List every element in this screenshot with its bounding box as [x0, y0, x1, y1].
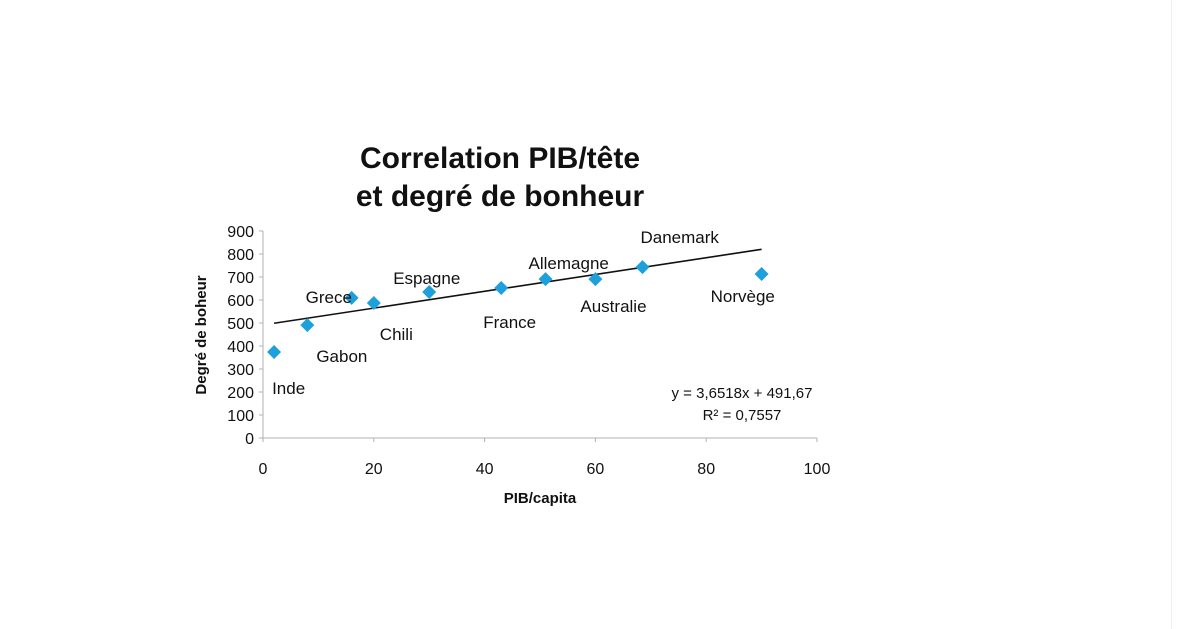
- trendline-line: [273, 248, 762, 325]
- x-tick-label: 40: [476, 461, 494, 478]
- chart-title: Correlation PIB/tête et degré de bonheur: [300, 140, 700, 216]
- data-point-marker: [588, 272, 603, 287]
- y-axis-title: Degré de boheur: [193, 275, 210, 394]
- y-tick-label: 600: [227, 293, 254, 310]
- point-label: Australie: [580, 297, 646, 316]
- y-tick-label: 800: [227, 247, 254, 264]
- x-tick-label: 20: [365, 461, 383, 478]
- point-label: Gabon: [316, 347, 367, 366]
- point-label: Espagne: [393, 269, 460, 288]
- data-point-marker: [754, 267, 769, 282]
- x-tick-label: 100: [804, 461, 831, 478]
- data-point-marker: [538, 272, 553, 287]
- x-tick-label: 60: [587, 461, 605, 478]
- x-tick-label: 80: [697, 461, 715, 478]
- r-squared: R² = 0,7557: [703, 407, 782, 424]
- point-label: France: [483, 313, 536, 332]
- y-tick-label: 500: [227, 316, 254, 333]
- point-label: Norvège: [711, 287, 775, 306]
- x-axis-title: PIB/capita: [504, 490, 577, 507]
- data-point-marker: [422, 284, 437, 299]
- chart-title-line-1: Correlation PIB/tête: [359, 142, 641, 175]
- point-label: Grece: [306, 288, 352, 307]
- y-tick-label: 100: [227, 408, 254, 425]
- data-point-marker: [267, 344, 282, 359]
- page-edge: [1171, 0, 1172, 629]
- data-point-marker: [494, 281, 509, 296]
- x-tick-label: 0: [259, 461, 268, 478]
- y-tick-label: 400: [227, 339, 254, 356]
- chart-title-line-2: et degré de bonheur: [355, 180, 645, 213]
- y-tick-label: 200: [227, 385, 254, 402]
- y-tick-label: 0: [245, 431, 254, 448]
- point-labels: Inde Gabon Grece Chili Espagne France Allemagn…: [272, 228, 775, 398]
- point-label: Allemagne: [529, 254, 609, 273]
- trendline-equation: y = 3,6518x + 491,67: [672, 385, 813, 402]
- data-point-marker: [300, 318, 315, 333]
- data-point-marker: [635, 260, 650, 275]
- axes: 0 100 200 300 400 500 600 700 800 900 0 20 40 60 80 100: [227, 224, 830, 478]
- data-point-marker: [344, 290, 359, 305]
- point-label: Inde: [272, 379, 305, 398]
- y-tick-label: 300: [227, 362, 254, 379]
- y-tick-label: 700: [227, 270, 254, 287]
- point-label: Danemark: [640, 228, 719, 247]
- point-label: Chili: [380, 325, 413, 344]
- data-point-marker: [366, 295, 381, 310]
- trendline: [273, 248, 762, 325]
- y-tick-label: 900: [227, 224, 254, 241]
- data-points: [267, 260, 769, 359]
